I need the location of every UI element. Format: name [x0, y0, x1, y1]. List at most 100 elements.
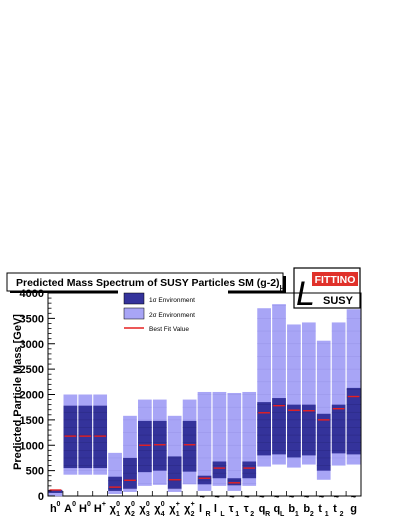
svg-text:χ: χ — [110, 503, 117, 515]
sigma1-bar — [93, 405, 108, 469]
legend-label-sigma2: 2σ Environment — [149, 312, 195, 319]
particle-column-7 — [152, 399, 167, 485]
svg-text:H: H — [94, 503, 102, 515]
particle-column-8 — [167, 415, 182, 492]
x-tick-label: t~2 — [333, 492, 344, 518]
svg-text:0: 0 — [161, 501, 165, 508]
x-tick-label: χ +2 — [184, 501, 195, 518]
particle-column-16 — [287, 324, 301, 468]
svg-text:~: ~ — [289, 492, 294, 502]
x-tick-label: τ~2 — [244, 492, 255, 518]
svg-text:0: 0 — [116, 501, 120, 508]
legend-label-best: Best Fit Value — [149, 326, 189, 333]
x-tick-label: χ 0 4 — [154, 501, 165, 518]
y-axis: 0 500 1000 1500 2000 2500 3000 3500 4000 — [20, 288, 55, 503]
svg-text:4: 4 — [161, 511, 165, 518]
y-tick-label: 500 — [26, 466, 44, 478]
svg-text:2: 2 — [340, 511, 344, 518]
svg-text:q: q — [274, 503, 281, 515]
svg-text:L: L — [280, 511, 285, 518]
x-tick-label: χ +1 — [169, 501, 180, 518]
sigma1-bar — [63, 405, 78, 469]
svg-text:R: R — [265, 511, 270, 518]
sigma1-bar — [167, 456, 182, 489]
sigma1-bar — [108, 476, 122, 491]
particle-column-6 — [138, 399, 152, 486]
y-tick-label: 4000 — [20, 288, 44, 300]
sigma1-bar — [331, 404, 346, 454]
particle-column-11 — [212, 391, 227, 486]
legend: 1σ Environment 2σ Environment Best Fit V… — [118, 290, 228, 334]
chart-title: Predicted Mass Spectrum of SUSY Particle… — [16, 277, 284, 291]
y-tick-label: 2000 — [20, 390, 44, 402]
y-tick-label: 0 — [38, 491, 44, 503]
svg-text:+: + — [102, 501, 106, 508]
svg-text:t: t — [333, 503, 337, 515]
svg-text:~: ~ — [259, 492, 264, 502]
svg-text:t: t — [318, 503, 322, 515]
sigma1-bar — [197, 475, 212, 485]
y-axis-label: Predicted Particle Mass [GeV] — [12, 314, 24, 470]
svg-text:A: A — [64, 503, 72, 515]
svg-text:χ: χ — [139, 503, 146, 515]
x-tick-label: b~1 — [288, 492, 299, 518]
x-tick-label: l~ L — [214, 492, 226, 518]
sigma1-bar — [138, 420, 152, 473]
legend-label-sigma1: 1σ Environment — [149, 297, 195, 304]
particle-column-15 — [272, 304, 286, 465]
sigma1-bar — [182, 420, 197, 472]
svg-text:2: 2 — [250, 511, 254, 518]
svg-text:~: ~ — [215, 492, 220, 502]
particle-column-19 — [331, 322, 346, 466]
logo-subtext: SUSY — [323, 295, 354, 307]
sigma1-bar — [346, 387, 361, 455]
svg-text:l: l — [214, 503, 217, 515]
particle-column-10 — [197, 391, 212, 491]
svg-text:τ: τ — [244, 503, 249, 515]
particle-column-14 — [257, 308, 271, 467]
svg-text:l: l — [199, 503, 202, 515]
svg-text:~: ~ — [200, 492, 205, 502]
sigma1-bar — [257, 402, 271, 456]
svg-text:~: ~ — [319, 492, 324, 502]
y-tick-label: 1000 — [20, 440, 44, 452]
svg-text:~: ~ — [334, 492, 339, 502]
particle-column-18 — [316, 340, 331, 480]
title-box: Predicted Mass Spectrum of SUSY Particle… — [6, 272, 286, 293]
x-tick-label: τ~1 — [229, 492, 240, 518]
sigma1-bar — [78, 405, 93, 469]
svg-text:L: L — [220, 511, 225, 518]
particle-column-9 — [182, 399, 197, 485]
svg-text:χ: χ — [124, 503, 131, 515]
x-tick-label: χ 0 2 — [124, 501, 135, 518]
sigma1-bar — [287, 404, 301, 458]
sigma1-bar — [316, 413, 331, 471]
x-tick-label: q~ L — [274, 492, 286, 518]
bars-layer — [48, 304, 361, 497]
svg-text:0: 0 — [146, 501, 150, 508]
svg-text:1: 1 — [235, 511, 239, 518]
svg-text:τ: τ — [229, 503, 234, 515]
fittino-logo: FITTINO L SUSY — [293, 267, 361, 313]
x-tick-label: H + — [94, 501, 106, 515]
x-tick-label: g~ — [350, 492, 357, 515]
particle-column-1 — [63, 394, 78, 475]
svg-text:~: ~ — [304, 492, 309, 502]
svg-text:q: q — [259, 503, 266, 515]
svg-text:χ: χ — [169, 503, 176, 515]
svg-text:1: 1 — [295, 511, 299, 518]
sigma1-bar — [227, 478, 242, 486]
particle-column-5 — [123, 415, 137, 492]
x-tick-label: b~2 — [303, 492, 314, 518]
x-tick-label: t~1 — [318, 492, 329, 518]
y-tick-label: 3500 — [20, 313, 44, 325]
svg-text:~: ~ — [244, 492, 249, 502]
sigma1-bar — [212, 461, 227, 479]
svg-text:2: 2 — [191, 511, 195, 518]
sigma1-bar — [272, 398, 286, 455]
svg-text:3: 3 — [146, 511, 150, 518]
svg-text:b: b — [288, 503, 295, 515]
logo-l-glyph: L — [296, 275, 315, 313]
